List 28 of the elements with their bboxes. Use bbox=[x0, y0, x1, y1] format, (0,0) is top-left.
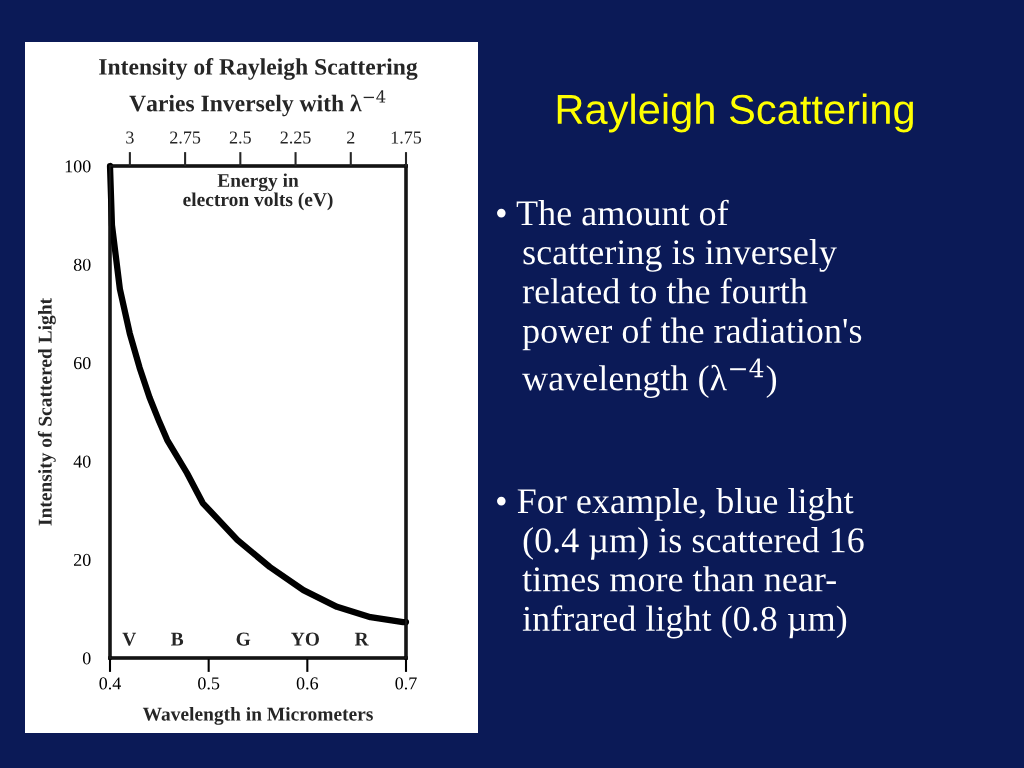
x2-tick-label: 2 bbox=[347, 131, 355, 144]
chart-title: Intensity of Rayleigh Scattering Varies Inversely with λ$^{−4}$ bbox=[99, 58, 418, 117]
y-tick-label: 40 bbox=[73, 455, 91, 468]
x-axis-title: Wavelength in Micrometers bbox=[142, 707, 373, 725]
y-tick-label: 80 bbox=[73, 258, 91, 271]
x2-tick-label: 2.75 bbox=[170, 131, 201, 144]
annotation: YO bbox=[291, 632, 319, 646]
x2-tick-label: 3 bbox=[126, 131, 134, 144]
y-axis-title: Intensity of Scattered Light bbox=[37, 298, 56, 526]
text: Rayleigh Scattering bbox=[557, 93, 913, 133]
y-tick-label: 60 bbox=[73, 357, 91, 370]
annotation: R bbox=[354, 632, 369, 646]
x2-axis-title: Energy in electron volts (eV) bbox=[183, 173, 333, 211]
text: • For example, blue light (0.4 µm) is scattered 16 times more than near- infrared light (0.8 µm) bbox=[497, 488, 864, 639]
y-tick-label: 0 bbox=[82, 652, 91, 665]
x-tick-label: 0.5 bbox=[198, 677, 220, 690]
annotation: V bbox=[122, 632, 137, 646]
x-tick-label: 0.6 bbox=[296, 677, 319, 690]
y-tick-label: 100 bbox=[65, 160, 91, 173]
x-tick-label: 0.7 bbox=[395, 677, 417, 690]
annotation: B bbox=[171, 632, 184, 646]
x2-tick-label: 2.5 bbox=[229, 131, 251, 144]
x2-tick-label: 2.25 bbox=[280, 131, 311, 144]
y-tick-label: 20 bbox=[73, 553, 91, 567]
x2-tick-label: 1.75 bbox=[391, 131, 422, 144]
x-tick-label: 0.4 bbox=[99, 677, 121, 690]
text: • The amount of scattering is inversely related to the fourth power of the radiation's wavelength (λ$^{−4}$) bbox=[497, 199, 862, 399]
annotation: G bbox=[236, 632, 251, 646]
